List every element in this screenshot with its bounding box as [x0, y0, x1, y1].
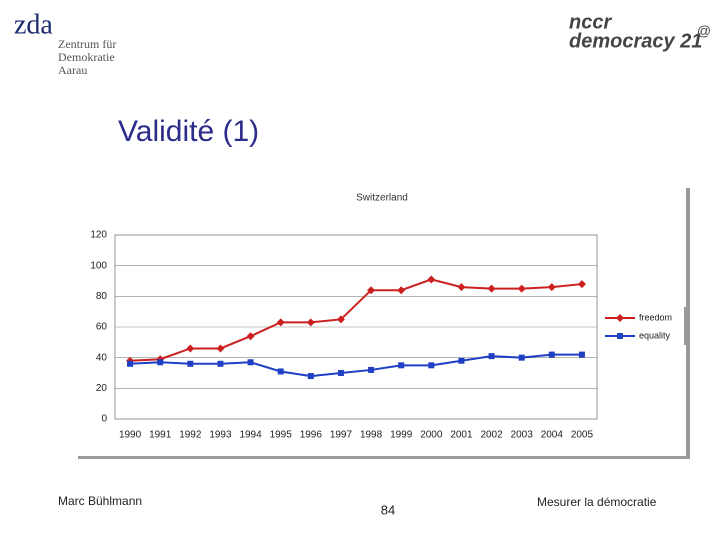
x-tick-label: 2002	[480, 430, 503, 441]
logo-line: democracy 21	[569, 30, 702, 52]
x-tick-label: 1994	[239, 430, 262, 441]
logo-mark: zda	[14, 9, 53, 40]
slide-title: Validité (1)	[118, 115, 259, 148]
data-point	[458, 357, 465, 364]
data-point	[216, 344, 225, 353]
data-point	[336, 315, 345, 324]
data-point	[427, 275, 436, 284]
legend-marker	[616, 314, 624, 322]
data-point	[488, 353, 495, 360]
data-point	[398, 362, 405, 369]
y-tick-label: 80	[96, 291, 108, 302]
data-point	[306, 318, 315, 327]
data-point	[367, 286, 376, 295]
x-tick-label: 2003	[511, 430, 534, 441]
x-tick-label: 1993	[209, 430, 232, 441]
x-tick-label: 1999	[390, 430, 413, 441]
footer-topic: Mesurer la démocratie	[537, 495, 657, 509]
data-point	[187, 360, 194, 367]
y-tick-label: 120	[90, 230, 107, 241]
x-tick-label: 2005	[571, 430, 594, 441]
logo-line: nccr	[569, 11, 612, 33]
data-point	[517, 284, 526, 293]
series-line	[130, 353, 582, 378]
x-tick-label: 1991	[149, 430, 172, 441]
data-point	[337, 370, 344, 376]
x-tick-label: 2004	[541, 430, 564, 441]
logo-line: Aarau	[58, 63, 87, 77]
data-point	[487, 284, 496, 293]
data-point	[578, 351, 585, 358]
x-tick-label: 2000	[420, 430, 443, 441]
data-point	[548, 351, 555, 358]
data-point	[457, 283, 466, 292]
x-tick-label: 1997	[330, 430, 353, 441]
x-tick-label: 2001	[450, 430, 473, 441]
y-tick-label: 100	[90, 260, 107, 271]
logo-badge: @	[697, 23, 711, 39]
y-tick-label: 20	[96, 383, 108, 394]
data-point	[247, 359, 254, 366]
data-point	[428, 362, 435, 369]
data-point	[518, 354, 525, 361]
logo-line: Zentrum für	[58, 37, 116, 51]
y-tick-label: 0	[101, 414, 107, 425]
data-point	[577, 280, 586, 289]
data-point	[186, 344, 195, 353]
x-tick-label: 1998	[360, 430, 383, 441]
page-number: 84	[381, 502, 395, 517]
series-line	[130, 278, 583, 362]
x-tick-label: 1996	[300, 430, 323, 441]
x-tick-label: 1992	[179, 430, 202, 441]
x-tick-label: 1990	[119, 430, 142, 441]
data-point	[368, 366, 375, 373]
data-point	[277, 368, 284, 375]
data-point	[276, 318, 285, 327]
data-point	[217, 360, 224, 367]
legend-label: freedom	[639, 312, 672, 322]
data-point	[246, 332, 255, 341]
x-tick-label: 1995	[270, 430, 293, 441]
logo-line: Demokratie	[58, 50, 115, 64]
data-point	[547, 283, 556, 292]
legend-marker	[617, 333, 623, 339]
y-tick-label: 40	[96, 352, 108, 363]
footer-author: Marc Bühlmann	[58, 494, 142, 508]
data-point	[127, 360, 134, 367]
data-point	[397, 286, 406, 295]
data-point	[157, 359, 164, 366]
legend-label: equality	[639, 330, 671, 340]
y-tick-label: 60	[96, 322, 108, 333]
chart-title: Switzerland	[356, 193, 408, 204]
data-point	[307, 373, 314, 380]
